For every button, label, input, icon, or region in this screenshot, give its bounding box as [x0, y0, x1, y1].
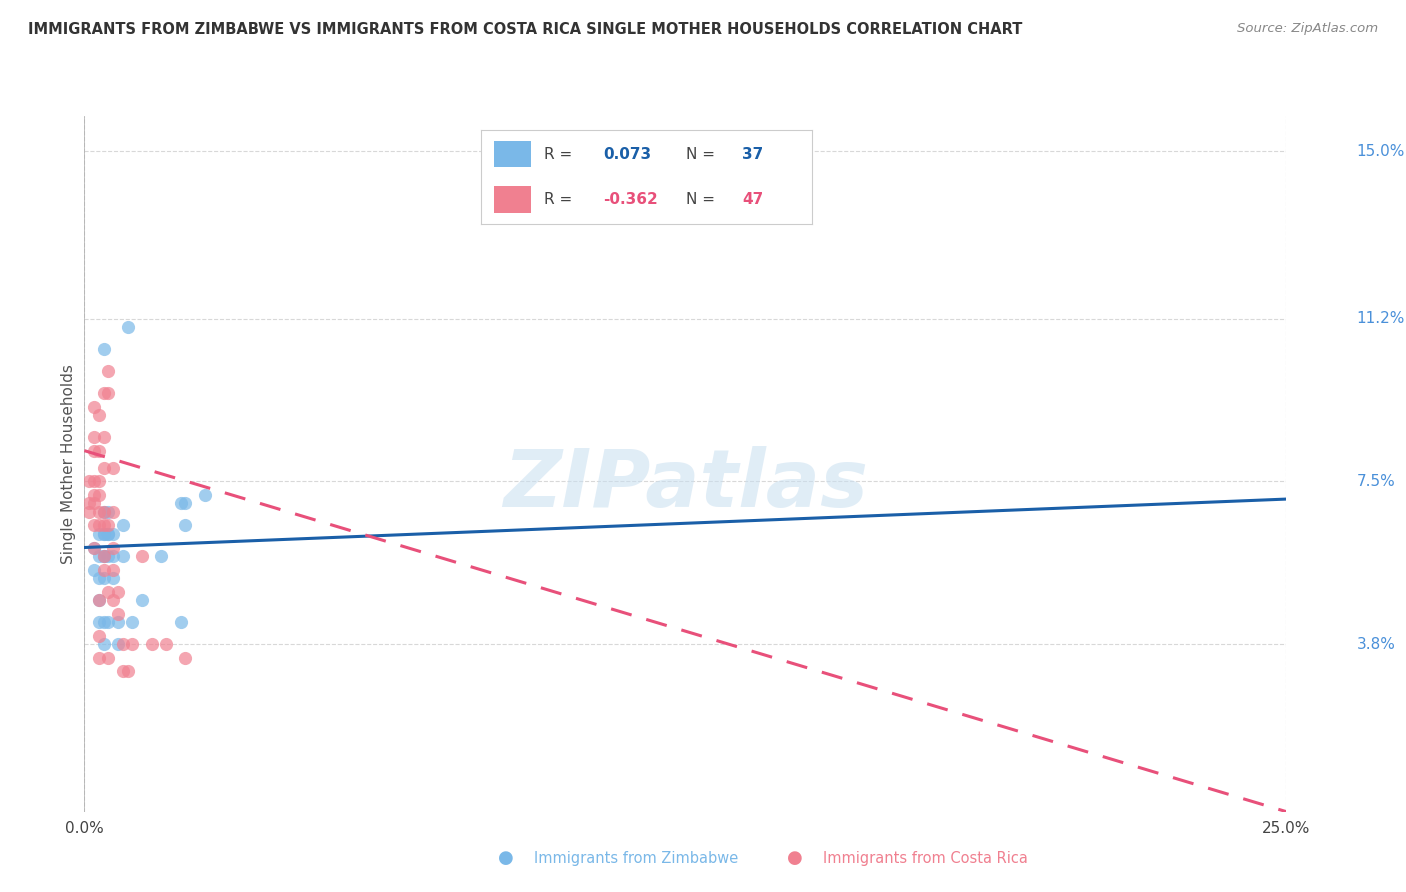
- Point: [87, 593, 110, 607]
- Point: [111, 549, 134, 564]
- Point: [97, 518, 120, 533]
- Point: [97, 527, 120, 541]
- Point: [107, 607, 129, 621]
- Point: [117, 320, 139, 334]
- Point: [97, 386, 120, 401]
- Point: [93, 386, 115, 401]
- Text: ZIPatlas: ZIPatlas: [503, 446, 868, 524]
- Point: [87, 593, 110, 607]
- Point: [111, 664, 134, 678]
- Point: [93, 549, 115, 564]
- Point: [87, 571, 110, 585]
- Text: 7.5%: 7.5%: [1357, 474, 1396, 489]
- Point: [93, 549, 115, 564]
- Point: [93, 549, 115, 564]
- Point: [169, 496, 191, 510]
- Point: [103, 593, 125, 607]
- Point: [83, 518, 105, 533]
- Text: IMMIGRANTS FROM ZIMBABWE VS IMMIGRANTS FROM COSTA RICA SINGLE MOTHER HOUSEHOLDS : IMMIGRANTS FROM ZIMBABWE VS IMMIGRANTS F…: [28, 22, 1022, 37]
- Point: [103, 505, 125, 519]
- Text: 11.2%: 11.2%: [1357, 311, 1405, 326]
- Point: [97, 584, 120, 599]
- Point: [121, 615, 143, 630]
- Text: Immigrants from Costa Rica: Immigrants from Costa Rica: [823, 851, 1028, 865]
- Point: [93, 615, 115, 630]
- Point: [97, 650, 120, 665]
- Point: [87, 650, 110, 665]
- Point: [103, 461, 125, 475]
- Point: [97, 505, 120, 519]
- Point: [107, 615, 129, 630]
- Point: [174, 496, 197, 510]
- Point: [83, 430, 105, 444]
- Point: [87, 518, 110, 533]
- Point: [93, 430, 115, 444]
- Point: [83, 496, 105, 510]
- Point: [83, 488, 105, 502]
- Point: [97, 364, 120, 378]
- Point: [87, 527, 110, 541]
- Point: [174, 518, 197, 533]
- Point: [83, 541, 105, 555]
- Point: [97, 549, 120, 564]
- Point: [107, 584, 129, 599]
- Point: [93, 562, 115, 576]
- Text: Immigrants from Zimbabwe: Immigrants from Zimbabwe: [534, 851, 738, 865]
- Point: [93, 571, 115, 585]
- Point: [77, 496, 100, 510]
- Point: [83, 400, 105, 414]
- Point: [77, 475, 100, 489]
- Text: 15.0%: 15.0%: [1357, 144, 1405, 159]
- Point: [83, 541, 105, 555]
- Point: [87, 549, 110, 564]
- Point: [87, 615, 110, 630]
- Point: [107, 637, 129, 651]
- Point: [131, 593, 153, 607]
- Point: [93, 505, 115, 519]
- Point: [97, 615, 120, 630]
- Point: [87, 505, 110, 519]
- Point: [169, 615, 191, 630]
- Point: [93, 527, 115, 541]
- Point: [87, 629, 110, 643]
- Point: [93, 518, 115, 533]
- Point: [194, 488, 217, 502]
- Point: [111, 518, 134, 533]
- Text: 3.8%: 3.8%: [1357, 637, 1396, 652]
- Point: [83, 562, 105, 576]
- Point: [103, 541, 125, 555]
- Point: [117, 664, 139, 678]
- Point: [77, 505, 100, 519]
- Point: [103, 571, 125, 585]
- Point: [83, 475, 105, 489]
- Text: Source: ZipAtlas.com: Source: ZipAtlas.com: [1237, 22, 1378, 36]
- Point: [93, 505, 115, 519]
- Point: [103, 549, 125, 564]
- Y-axis label: Single Mother Households: Single Mother Households: [60, 364, 76, 564]
- Point: [87, 409, 110, 423]
- Point: [87, 443, 110, 458]
- Point: [103, 527, 125, 541]
- Point: [155, 637, 177, 651]
- Point: [93, 527, 115, 541]
- Text: ●: ●: [786, 849, 803, 867]
- Point: [131, 549, 153, 564]
- Point: [97, 527, 120, 541]
- Text: ●: ●: [498, 849, 515, 867]
- Point: [93, 343, 115, 357]
- Point: [121, 637, 143, 651]
- Point: [150, 549, 173, 564]
- Point: [141, 637, 163, 651]
- Point: [87, 475, 110, 489]
- Point: [93, 637, 115, 651]
- Point: [103, 562, 125, 576]
- Point: [83, 443, 105, 458]
- Point: [111, 637, 134, 651]
- Point: [174, 650, 197, 665]
- Point: [87, 488, 110, 502]
- Point: [93, 461, 115, 475]
